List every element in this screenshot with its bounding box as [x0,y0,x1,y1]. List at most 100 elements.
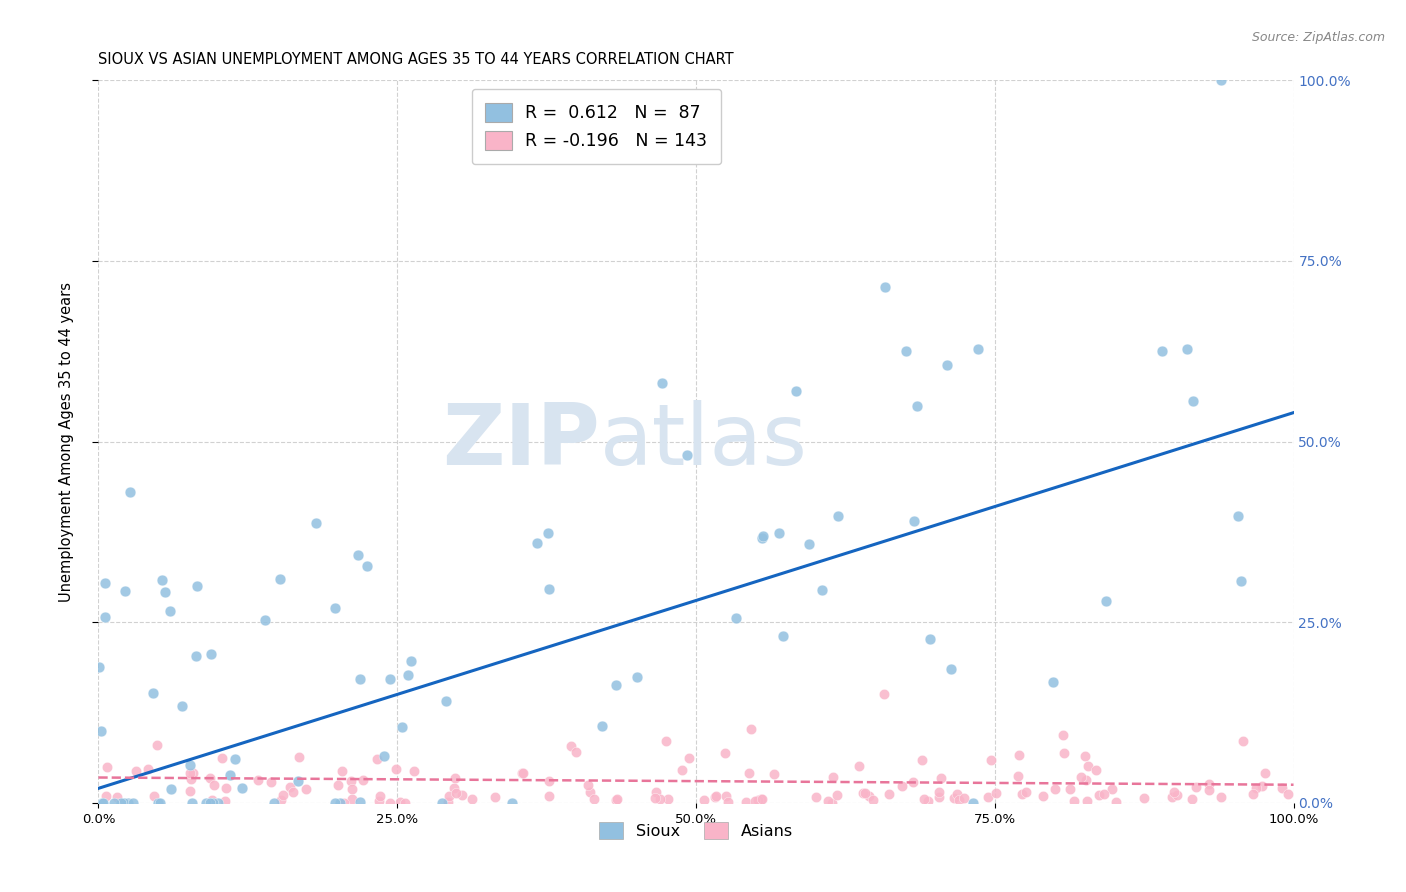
Point [484,789,506,804]
Point [283,785,305,799]
Point [146,738,169,752]
Point [159,604,181,618]
Text: SIOUX VS ASIAN UNEMPLOYMENT AMONG AGES 35 TO 44 YEARS CORRELATION CHART: SIOUX VS ASIAN UNEMPLOYMENT AMONG AGES 3… [98,52,734,67]
Point [172,698,194,713]
Point [295,782,318,797]
Text: Source: ZipAtlas.com: Source: ZipAtlas.com [1251,31,1385,45]
Point [935,358,957,372]
Text: atlas: atlas [600,400,808,483]
Point [349,795,371,809]
Point [356,559,378,574]
Point [184,648,207,663]
Point [263,796,285,810]
Point [278,780,301,794]
Point [186,579,208,593]
Point [1042,675,1064,690]
Point [181,766,204,780]
Point [1076,794,1098,808]
Point [858,789,880,803]
Point [704,789,727,804]
Point [340,781,363,796]
Point [346,548,368,562]
Point [271,788,294,802]
Point [114,796,136,810]
Point [94,609,117,624]
Point [606,792,628,806]
Point [1045,782,1067,797]
Point [96,789,118,803]
Point [117,796,139,810]
Point [93,796,115,810]
Point [200,771,222,785]
Y-axis label: Unemployment Among Ages 35 to 44 years: Unemployment Among Ages 35 to 44 years [59,282,75,601]
Point [657,791,679,805]
Point [943,791,966,805]
Point [259,775,281,789]
Point [444,786,467,800]
Point [1094,593,1116,607]
Point [179,766,201,780]
Point [201,793,224,807]
Point [946,787,969,801]
Point [152,573,174,587]
Point [179,758,201,772]
Point [501,796,523,810]
Point [526,535,548,549]
Point [91,796,114,810]
Point [693,793,716,807]
Point [394,796,416,810]
Point [396,667,419,681]
Point [125,764,148,779]
Point [270,793,292,807]
Point [1198,783,1220,797]
Point [231,780,253,795]
Point [333,796,356,810]
Point [202,779,225,793]
Point [224,752,246,766]
Point [953,790,976,805]
Point [948,793,970,807]
Point [1032,789,1054,803]
Point [160,782,183,797]
Point [644,790,666,805]
Point [977,789,1000,804]
Point [967,343,990,357]
Point [1070,770,1092,784]
Point [219,768,242,782]
Point [105,789,128,804]
Point [1092,787,1115,801]
Point [305,516,328,530]
Point [1166,788,1188,802]
Point [329,796,352,810]
Point [512,765,534,780]
Point [928,785,950,799]
Point [962,796,984,810]
Point [90,724,112,739]
Point [378,796,401,810]
Point [676,448,699,462]
Point [747,792,769,806]
Point [1198,777,1220,791]
Point [254,613,277,627]
Point [195,796,218,810]
Point [246,773,269,788]
Point [323,796,346,810]
Point [605,678,627,692]
Point [148,796,170,810]
Point [402,764,425,778]
Point [1211,73,1233,87]
Point [751,531,773,545]
Point [873,280,896,294]
Point [1254,765,1277,780]
Point [1007,769,1029,783]
Point [806,789,828,804]
Point [200,647,222,661]
Point [287,750,309,764]
Point [340,774,363,789]
Point [118,485,141,500]
Point [763,766,786,780]
Point [1085,763,1108,777]
Point [714,746,737,760]
Point [650,791,672,805]
Point [1101,782,1123,797]
